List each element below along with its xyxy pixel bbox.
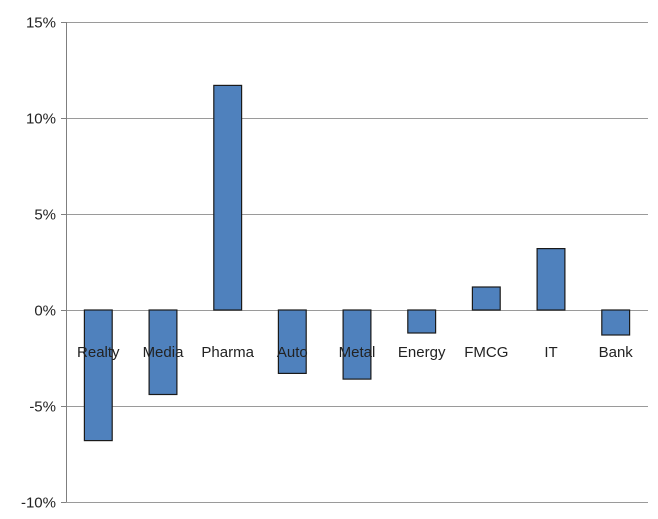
category-label: Bank (599, 344, 634, 361)
category-labels: Realty Media Pharma Auto Metal Energy FMCG IT Ba… (77, 344, 633, 361)
bar-auto (277, 309, 307, 375)
category-label: Metal (339, 344, 376, 361)
category-label: Pharma (201, 344, 254, 361)
y-tick-label: 5% (34, 207, 56, 224)
y-tick-label: 15% (26, 15, 56, 32)
bar-media (148, 309, 178, 396)
category-label: Auto (277, 344, 308, 361)
bar-realty (83, 309, 113, 442)
bar-fmcg (471, 286, 501, 311)
bar-energy (407, 309, 437, 334)
axes (61, 22, 67, 503)
bar-pharma (213, 84, 243, 311)
bar-metal (342, 309, 372, 380)
category-label: Energy (398, 344, 446, 361)
y-tick-label: 10% (26, 111, 56, 128)
y-tick-labels: 15% 10% 5% 0% -5% -10% (21, 15, 56, 512)
bar-it (536, 248, 566, 311)
bars (83, 84, 631, 442)
category-label: FMCG (464, 344, 508, 361)
y-tick-label: -5% (29, 399, 56, 416)
category-label: Realty (77, 344, 120, 361)
category-label: Media (143, 344, 185, 361)
bar-bank (601, 309, 631, 336)
category-label: IT (544, 344, 557, 361)
y-tick-label: 0% (34, 303, 56, 320)
y-tick-label: -10% (21, 495, 56, 512)
